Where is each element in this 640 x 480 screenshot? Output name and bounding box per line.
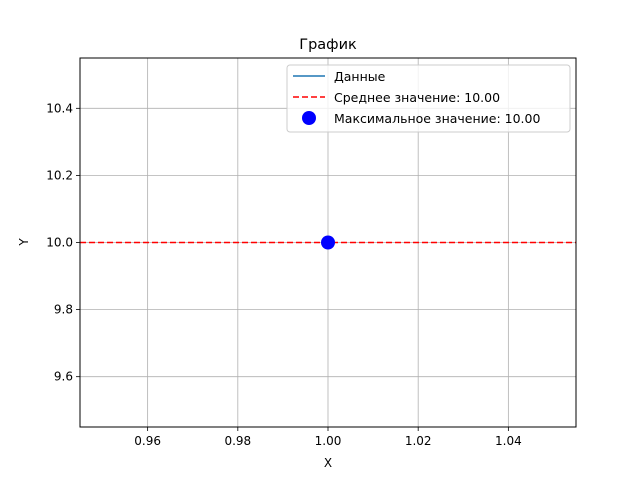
y-tick-label: 9.8: [54, 303, 73, 317]
legend-label-data: Данные: [334, 69, 386, 84]
x-tick-label: 1.04: [495, 434, 522, 448]
legend-box: [286, 64, 571, 133]
chart-title: График: [299, 37, 357, 53]
y-tick-label: 10.0: [46, 236, 73, 250]
x-tick-label: 0.98: [224, 434, 251, 448]
plot-area: [80, 235, 576, 250]
y-tick-label: 10.4: [46, 101, 73, 115]
legend-label-max: Максимальное значение: 10.00: [334, 111, 540, 126]
y-axis-label: Y: [17, 238, 31, 247]
legend-label-mean: Среднее значение: 10.00: [334, 90, 500, 105]
y-axis-ticks: 9.6 9.8 10.0 10.2 10.4: [46, 101, 80, 384]
legend-marker-max: [302, 111, 316, 125]
x-axis-label: X: [324, 456, 332, 470]
legend: Данные Среднее значение: 10.00 Максималь…: [286, 64, 571, 133]
y-tick-label: 9.6: [54, 370, 73, 384]
x-axis-ticks: 0.96 0.98 1.00 1.02 1.04: [134, 427, 522, 448]
x-tick-label: 1.00: [315, 434, 342, 448]
y-tick-label: 10.2: [46, 168, 73, 182]
x-tick-label: 0.96: [134, 434, 161, 448]
max-point: [321, 235, 335, 250]
x-tick-label: 1.02: [405, 434, 432, 448]
